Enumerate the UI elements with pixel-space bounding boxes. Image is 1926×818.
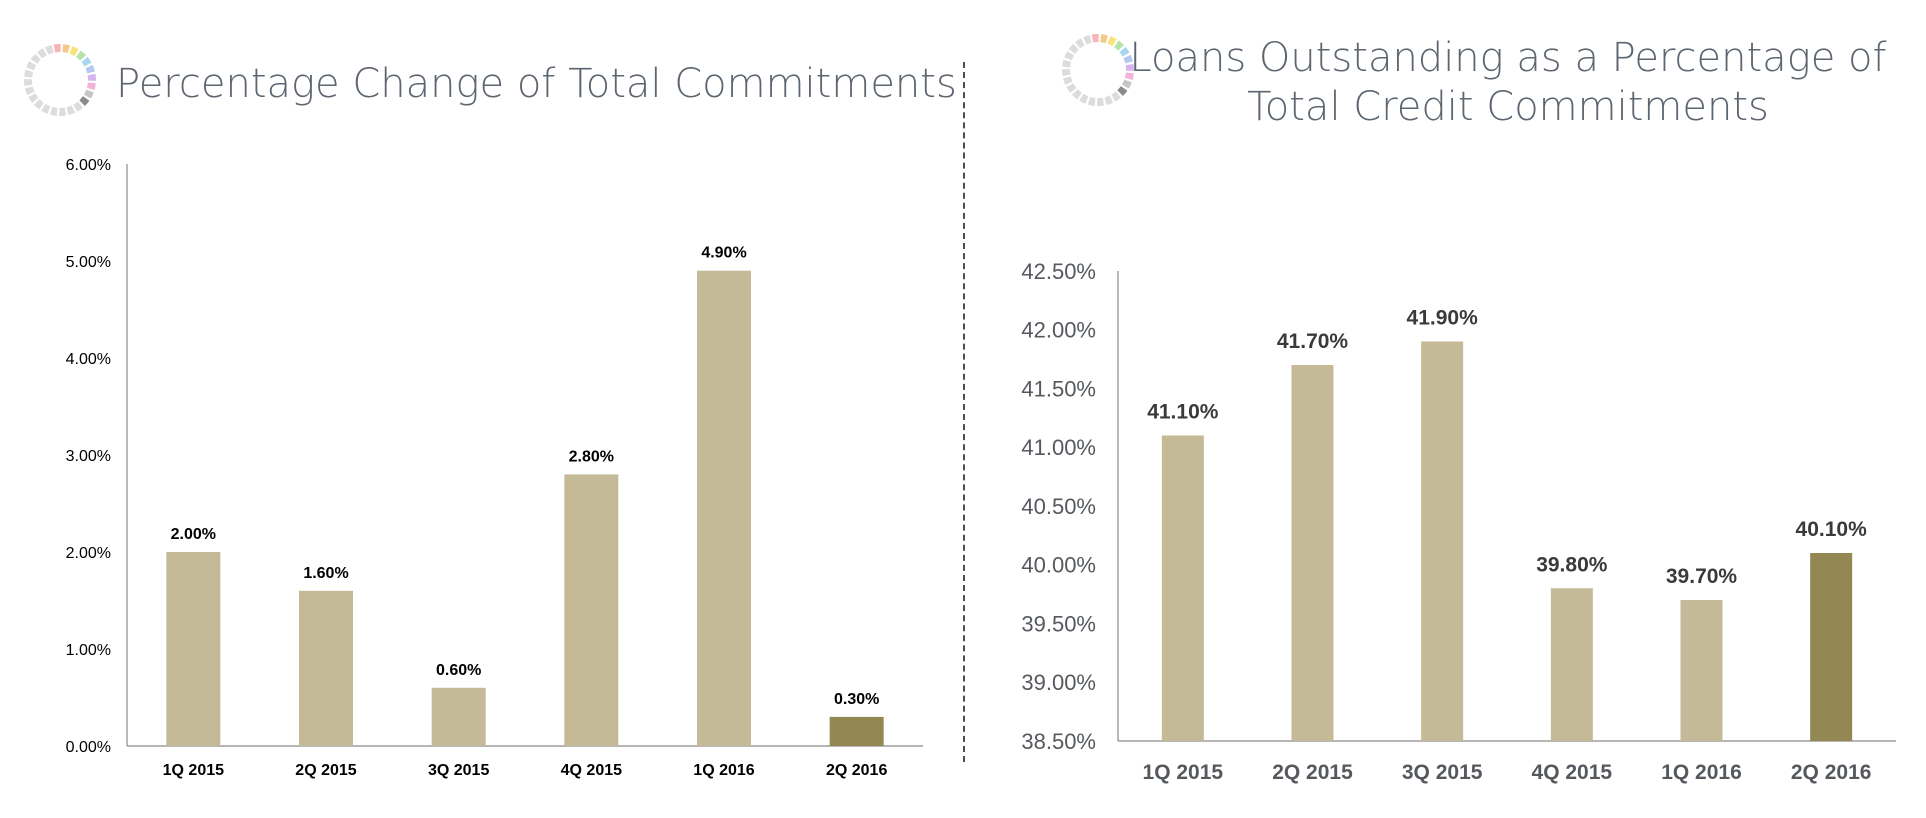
y-tick-label: 41.00%	[1021, 435, 1096, 460]
bar	[564, 474, 619, 746]
bar	[1680, 600, 1723, 741]
y-tick-label: 38.50%	[1021, 729, 1096, 754]
panel-divider	[963, 62, 965, 762]
bar	[1810, 553, 1853, 741]
x-tick-label: 4Q 2015	[561, 762, 622, 779]
y-tick-label: 40.50%	[1021, 494, 1096, 519]
data-label: 2.00%	[171, 526, 216, 543]
y-tick-label: 5.00%	[66, 254, 111, 271]
data-label: 41.90%	[1407, 307, 1479, 330]
y-tick-label: 2.00%	[66, 545, 111, 562]
y-tick-label: 42.00%	[1021, 318, 1096, 343]
bar	[829, 716, 884, 746]
y-tick-label: 42.50%	[1021, 259, 1096, 284]
y-tick-label: 40.00%	[1021, 553, 1096, 578]
logo-segment	[24, 44, 96, 116]
y-tick-label: 0.00%	[66, 739, 111, 756]
bar	[1421, 341, 1464, 741]
bar	[1550, 588, 1593, 741]
data-label: 0.30%	[834, 691, 879, 708]
x-tick-label: 2Q 2016	[1791, 761, 1872, 784]
bar	[1291, 365, 1334, 741]
x-tick-label: 3Q 2015	[428, 762, 489, 779]
data-label: 4.90%	[701, 245, 746, 262]
bar-chart-commitment-change: 0.00% 1.00% 2.00% 3.00% 4.00% 5.00% 6.00% 2.00%…	[66, 157, 923, 779]
y-tick-label: 39.50%	[1021, 611, 1096, 636]
bar	[299, 590, 353, 746]
bar-chart-loans-outstanding: 38.50% 39.00% 39.50% 40.00% 40.50% 41.00% 41.5…	[1021, 259, 1896, 784]
x-tick-label: 1Q 2016	[693, 762, 754, 779]
x-tick-label: 1Q 2016	[1661, 761, 1742, 784]
y-tick-label: 3.00%	[66, 448, 111, 465]
data-label: 41.10%	[1147, 401, 1219, 424]
data-label: 2.80%	[569, 448, 614, 465]
chart-title-right: Loans Outstanding as a Percentage of Tot…	[1129, 35, 1887, 130]
x-tick-label: 1Q 2015	[1143, 761, 1224, 784]
chart-title-left: Percentage Change of Total Commitments	[116, 61, 957, 107]
y-tick-label: 41.50%	[1021, 376, 1096, 401]
left-chart-panel: Percentage Change of Total Commitments 0…	[0, 0, 960, 818]
x-tick-label: 1Q 2015	[163, 762, 224, 779]
y-tick-label: 39.00%	[1021, 670, 1096, 695]
x-tick-label: 2Q 2015	[1272, 761, 1353, 784]
data-label: 40.10%	[1796, 518, 1868, 541]
colorful-segmented-ring-icon	[24, 44, 96, 116]
x-tick-label: 2Q 2016	[826, 762, 887, 779]
bar	[1161, 435, 1204, 741]
colorful-segmented-ring-icon	[1062, 34, 1134, 106]
y-tick-label: 4.00%	[66, 351, 111, 368]
data-label: 41.70%	[1277, 330, 1349, 353]
bar	[431, 687, 486, 746]
x-tick-label: 2Q 2015	[295, 762, 356, 779]
y-tick-label: 1.00%	[66, 642, 111, 659]
data-label: 39.80%	[1536, 553, 1608, 576]
data-label: 39.70%	[1666, 565, 1738, 588]
bar	[166, 552, 221, 746]
x-tick-label: 4Q 2015	[1532, 761, 1613, 784]
data-label: 1.60%	[303, 565, 348, 582]
x-tick-label: 3Q 2015	[1402, 761, 1483, 784]
right-chart-panel: Loans Outstanding as a Percentage of Tot…	[968, 0, 1926, 818]
data-label: 0.60%	[436, 662, 481, 679]
y-tick-label: 6.00%	[66, 157, 111, 174]
bar	[697, 270, 751, 746]
